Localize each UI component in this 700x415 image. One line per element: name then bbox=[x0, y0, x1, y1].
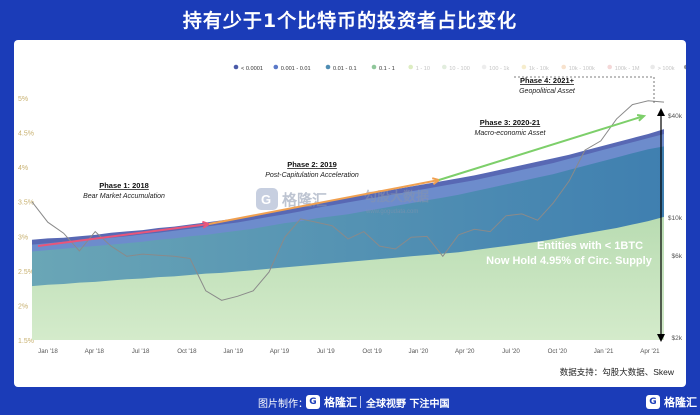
x-tick-label: Apr '18 bbox=[85, 348, 105, 355]
y-left-tick-label: 2.5% bbox=[18, 269, 34, 276]
phase-3-label: Phase 3: 2020-21 bbox=[480, 118, 540, 127]
chart-card: < 0.0001 0.001 - 0.01 0.01 - 0.1 0.1 - 1 1 -… bbox=[14, 40, 686, 387]
phase-1-label: Phase 1: 2018 bbox=[99, 181, 149, 190]
phase-1-sub: Bear Market Accumulation bbox=[83, 193, 165, 200]
legend-dot bbox=[521, 64, 527, 70]
x-tick-label: Jan '20 bbox=[409, 348, 429, 355]
legend-dot bbox=[273, 64, 279, 70]
legend-dot bbox=[561, 64, 566, 70]
footer-corner-brand: 格隆汇 bbox=[664, 396, 697, 409]
chart-legend: < 0.0001 0.001 - 0.01 0.01 - 0.1 0.1 - 1 1 -… bbox=[233, 64, 686, 72]
x-tick-label: Jan '18 bbox=[38, 348, 58, 355]
source-note: 数据支持：勾股大数据、Skew bbox=[560, 367, 675, 377]
legend-label: 100k - 1M bbox=[615, 66, 640, 72]
y-left-tick-label: 4.5% bbox=[18, 131, 34, 138]
legend-dot bbox=[371, 64, 377, 70]
y-left-tick-label: 1.5% bbox=[18, 338, 34, 345]
stacked-areas bbox=[32, 129, 664, 340]
y-left-tick-label: 2% bbox=[18, 303, 28, 310]
watermark-url: www.gogudata.com bbox=[365, 209, 418, 215]
y-axis-left: 5% 4.5% 4% 3.5% 3% 2.5% 2% 1.5% bbox=[18, 96, 34, 345]
footer-divider bbox=[360, 396, 361, 408]
x-tick-label: Oct '18 bbox=[177, 348, 197, 355]
footer-brand: 格隆汇 bbox=[324, 396, 357, 409]
annotation-block: Entities with < 1BTC Now Hold 4.95% of C… bbox=[486, 108, 665, 342]
phase-4-bracket bbox=[514, 76, 655, 104]
phase-2-arrow bbox=[208, 179, 440, 225]
watermark-secondary-text: 勾股大数据 bbox=[364, 189, 429, 204]
x-tick-label: Apr '19 bbox=[270, 348, 290, 355]
footer-slogan: 全球视野 下注中国 bbox=[366, 399, 450, 410]
legend-dot bbox=[481, 64, 487, 70]
legend-label: 100 - 1k bbox=[489, 66, 509, 72]
page-title: 持有少于1个比特币的投资者占比变化 bbox=[182, 10, 518, 32]
y-left-tick-label: 3.5% bbox=[18, 200, 34, 207]
legend-label: 10k - 100k bbox=[569, 66, 595, 72]
x-tick-label: Jan '19 bbox=[223, 348, 243, 355]
chart-svg: < 0.0001 0.001 - 0.01 0.01 - 0.1 0.1 - 1 1 -… bbox=[18, 64, 686, 377]
phase-1-arrow bbox=[37, 223, 210, 247]
y-right-tick-label: $6k bbox=[672, 253, 683, 260]
x-tick-label: Jul '19 bbox=[317, 348, 335, 355]
x-tick-label: Jul '18 bbox=[132, 348, 150, 355]
price-line-group bbox=[31, 100, 665, 301]
legend-label: 10 - 100 bbox=[449, 66, 470, 72]
y-left-tick-label: 5% bbox=[18, 96, 28, 103]
y-right-tick-label: $2k bbox=[672, 335, 683, 342]
phase-4-label: Phase 4: 2021+ bbox=[520, 76, 575, 85]
legend-dot bbox=[683, 64, 686, 70]
price-line bbox=[31, 100, 665, 301]
corner-logo-icon: G bbox=[646, 395, 660, 409]
annotation-line-2: Now Hold 4.95% of Circ. Supply bbox=[486, 255, 653, 267]
footer-bar: 图片制作： G 格隆汇 全球视野 下注中国 G 格隆汇 bbox=[0, 389, 700, 415]
x-tick-label: Apr '20 bbox=[455, 348, 475, 355]
header-bar: 持有少于1个比特币的投资者占比变化 bbox=[0, 0, 700, 38]
phase-2-label: Phase 2: 2019 bbox=[287, 160, 337, 169]
x-tick-label: Oct '20 bbox=[548, 348, 568, 355]
legend-dot bbox=[408, 64, 414, 70]
phase-3-arrowhead bbox=[636, 113, 647, 122]
phase-2-sub: Post-Capitulation Acceleration bbox=[265, 172, 359, 179]
legend-label: 1k - 10k bbox=[529, 66, 549, 72]
y-right-tick-label: $40k bbox=[668, 113, 683, 120]
legend-dot bbox=[442, 64, 447, 70]
watermark-logo-icon bbox=[256, 188, 278, 210]
legend-label: > 100k bbox=[658, 66, 675, 72]
y-left-tick-label: 3% bbox=[18, 234, 28, 241]
area-0.1-1 bbox=[32, 216, 664, 340]
legend-label: 1 - 10 bbox=[416, 66, 430, 72]
x-tick-label: Jul '20 bbox=[502, 348, 520, 355]
footer-made-by: 图片制作： bbox=[258, 399, 308, 410]
legend-dot bbox=[607, 64, 612, 70]
x-axis: Jan '18 Apr '18 Jul '18 Oct '18 Jan '19 Apr '… bbox=[38, 348, 660, 355]
legend-dot bbox=[233, 64, 239, 70]
y-right-tick-label: $10k bbox=[668, 215, 683, 222]
phase-3-arrow bbox=[438, 115, 645, 181]
phase-annotations: Phase 1: 2018 Bear Market Accumulation Pha… bbox=[37, 76, 655, 247]
x-tick-label: Jan '21 bbox=[594, 348, 614, 355]
svg-text:G: G bbox=[261, 192, 271, 207]
x-tick-label: Oct '19 bbox=[362, 348, 382, 355]
legend-label: 0.01 - 0.1 bbox=[333, 66, 357, 72]
annotation-line-1: Entities with < 1BTC bbox=[537, 240, 643, 252]
phase-3-sub: Macro-economic Asset bbox=[475, 130, 547, 137]
x-tick-label: Apr '21 bbox=[640, 348, 660, 355]
legend-label: 0.001 - 0.01 bbox=[281, 66, 311, 72]
y-axis-right: $40k $10k $6k $2k bbox=[668, 113, 683, 342]
legend-dot bbox=[325, 64, 331, 70]
legend-label: 0.1 - 1 bbox=[379, 66, 395, 72]
y-left-tick-label: 4% bbox=[18, 165, 28, 172]
brand-logo-icon: G bbox=[306, 395, 320, 409]
legend-dot bbox=[650, 64, 655, 70]
legend-label: < 0.0001 bbox=[241, 66, 263, 72]
phase-4-sub: Geopolitical Asset bbox=[519, 88, 576, 95]
